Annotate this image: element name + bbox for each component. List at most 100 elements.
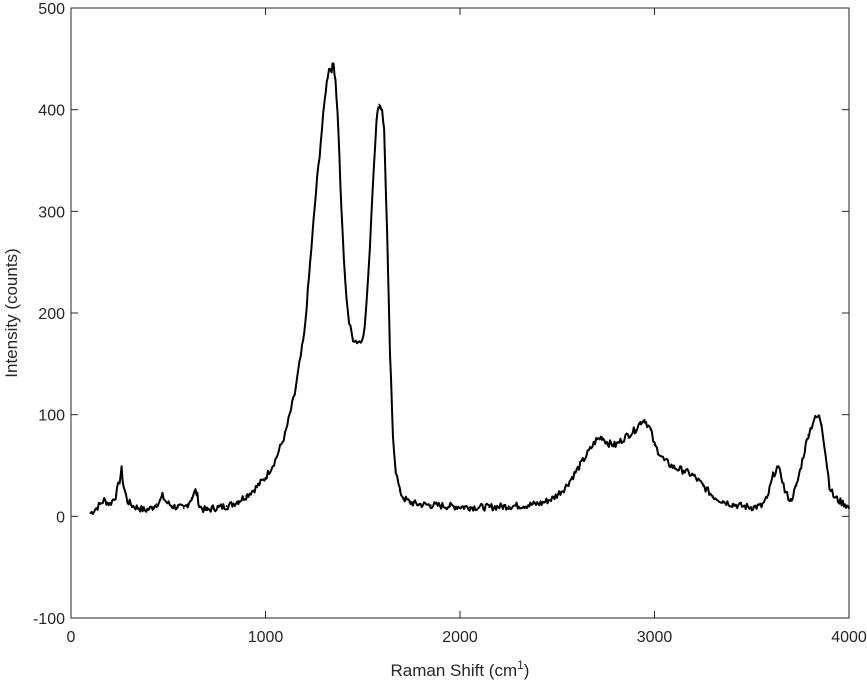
data-point <box>760 505 763 508</box>
data-point <box>731 503 734 506</box>
data-point <box>332 63 335 65</box>
data-point <box>750 506 753 509</box>
data-point <box>824 454 827 457</box>
data-point <box>643 418 646 421</box>
data-point <box>118 479 121 482</box>
x-tick-label: 3000 <box>637 629 673 646</box>
data-point <box>231 503 234 506</box>
data-point <box>807 434 810 436</box>
data-point <box>225 505 228 508</box>
data-point <box>103 499 105 501</box>
data-point <box>408 501 411 503</box>
data-point <box>772 474 775 477</box>
plot-area <box>70 7 850 619</box>
data-point <box>264 476 267 479</box>
data-point <box>367 271 370 274</box>
data-point <box>795 484 798 487</box>
series-line <box>89 62 850 515</box>
data-point <box>838 500 841 502</box>
data-point <box>398 490 401 492</box>
data-point <box>182 507 185 510</box>
data-point <box>780 472 782 475</box>
data-point <box>766 497 769 499</box>
data-point <box>783 490 786 492</box>
data-point <box>165 501 168 503</box>
data-point <box>363 327 366 330</box>
x-axis-ticks: 0 1000 2000 3000 4000 <box>67 8 867 646</box>
data-point <box>375 118 378 121</box>
data-point <box>359 340 362 343</box>
data-point <box>429 504 432 507</box>
data-point <box>237 500 240 502</box>
data-point <box>673 466 675 469</box>
data-point <box>402 497 405 499</box>
data-point <box>601 436 603 438</box>
data-point <box>144 509 146 512</box>
data-point <box>692 474 695 477</box>
data-point <box>89 512 92 515</box>
data-point <box>702 484 705 487</box>
data-point <box>109 503 111 506</box>
data-point <box>254 486 257 489</box>
data-point <box>120 468 123 471</box>
data-point <box>639 420 642 423</box>
data-point <box>138 507 140 510</box>
data-point <box>816 415 819 418</box>
data-point <box>126 500 129 502</box>
x-tick-label: 4000 <box>831 629 867 646</box>
data-point <box>468 506 471 509</box>
data-point <box>813 418 815 421</box>
data-point <box>217 506 220 509</box>
data-point <box>449 505 452 508</box>
data-point <box>245 495 247 497</box>
data-point <box>378 103 381 106</box>
data-point <box>284 434 286 436</box>
data-point <box>315 190 317 192</box>
data-point <box>337 129 340 131</box>
data-point <box>663 459 666 462</box>
data-point <box>844 503 847 506</box>
data-point <box>340 210 343 213</box>
data-point <box>303 332 306 335</box>
data-point <box>389 352 391 355</box>
data-point <box>177 506 179 509</box>
data-point <box>186 503 189 506</box>
data-point <box>711 495 714 497</box>
data-point <box>818 416 821 419</box>
x-tick-label: 0 <box>67 629 76 646</box>
data-point <box>564 486 566 489</box>
data-point <box>99 503 102 506</box>
data-point <box>416 503 419 506</box>
data-point <box>132 505 135 508</box>
data-point <box>293 393 296 396</box>
data-point <box>527 504 529 507</box>
data-point <box>801 459 804 462</box>
y-tick-label: -100 <box>33 611 65 628</box>
data-point <box>321 129 323 131</box>
data-point <box>846 505 848 508</box>
data-point <box>585 454 588 457</box>
series-points <box>89 63 850 515</box>
data-point <box>151 506 154 509</box>
data-point <box>820 423 823 426</box>
data-point <box>832 495 835 497</box>
data-point <box>371 190 374 192</box>
data-point <box>789 500 792 502</box>
data-point <box>202 508 205 511</box>
y-tick-label: 200 <box>38 306 65 323</box>
data-point <box>356 340 358 343</box>
y-tick-label: 0 <box>56 509 65 526</box>
data-point <box>649 429 652 431</box>
data-point <box>383 129 386 131</box>
data-point <box>352 337 354 340</box>
data-point <box>614 444 617 447</box>
data-point <box>198 505 201 508</box>
data-point <box>159 499 162 501</box>
x-tick-label: 2000 <box>442 629 478 646</box>
data-point <box>190 497 193 499</box>
data-point <box>381 108 384 111</box>
data-point <box>327 68 330 70</box>
y-tick-label: 500 <box>38 1 65 18</box>
data-point <box>196 495 199 497</box>
